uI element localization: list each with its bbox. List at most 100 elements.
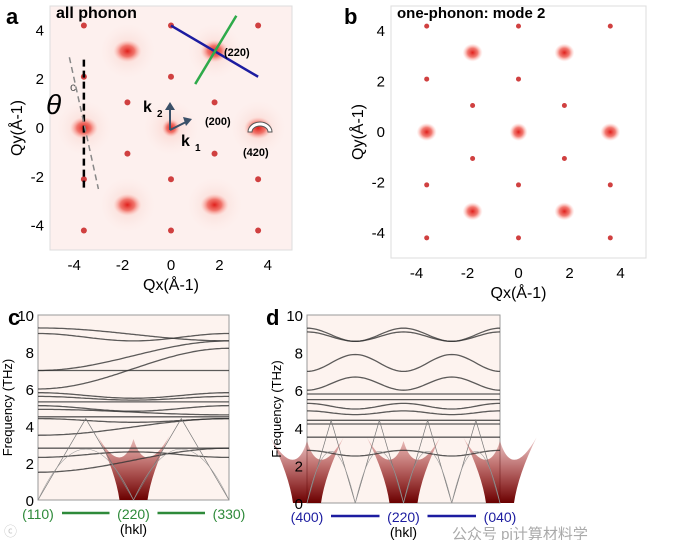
bragg-spot-strong bbox=[200, 193, 229, 216]
watermark: 公众号 pj计算材料学 bbox=[452, 525, 588, 540]
bragg-spot-strong bbox=[554, 202, 575, 221]
k2-subscript: 2 bbox=[157, 109, 163, 120]
x-tick-label: 2 bbox=[215, 257, 223, 274]
y-tick-label: 8 bbox=[295, 346, 303, 363]
panel-label-d: d bbox=[266, 305, 279, 330]
phonon-band bbox=[38, 451, 229, 459]
bragg-spot-weak bbox=[255, 22, 262, 29]
y-tick-label: 4 bbox=[295, 421, 303, 438]
panel-title: all phonon bbox=[56, 5, 137, 22]
x-tick-label: 2 bbox=[565, 265, 573, 282]
label-220: (220) bbox=[224, 47, 250, 59]
x-tick-label: -4 bbox=[410, 265, 423, 282]
bragg-spot-strong bbox=[462, 43, 483, 62]
bragg-spot-strong bbox=[113, 40, 142, 63]
x-tick-label: 4 bbox=[264, 257, 272, 274]
bragg-spot-weak bbox=[516, 182, 521, 188]
y-tick-label: 4 bbox=[377, 23, 385, 40]
y-axis-label: Frequency (THz) bbox=[269, 360, 284, 458]
bragg-spot-weak bbox=[561, 103, 567, 109]
panel-a: -4 -2 0 2 4 -4 -2 0 2 4 Qx(Å-1) Qy(Å-1) all phonon θc… bbox=[7, 5, 293, 294]
label-420: (420) bbox=[243, 147, 269, 159]
y-tick-label: 10 bbox=[286, 308, 303, 325]
y-tick-label: 2 bbox=[26, 456, 34, 473]
x-tick-label: (040) bbox=[484, 509, 517, 525]
acoustic-intensity bbox=[366, 437, 441, 503]
bragg-spot-weak bbox=[255, 227, 262, 234]
x-axis-label: Qx(Å-1) bbox=[143, 275, 199, 294]
bragg-spot-weak bbox=[255, 176, 262, 183]
phonon-band bbox=[307, 327, 500, 342]
y-tick-label: -2 bbox=[372, 174, 385, 191]
y-tick-label: -4 bbox=[372, 225, 385, 242]
y-tick-label: 0 bbox=[295, 496, 303, 513]
bragg-spot-weak bbox=[561, 155, 567, 161]
x-tick-label: 0 bbox=[514, 265, 522, 282]
x-tick-label: 0 bbox=[167, 257, 175, 274]
panel-label-b: b bbox=[344, 4, 357, 29]
acoustic-branch bbox=[133, 417, 230, 501]
phonon-band bbox=[38, 395, 229, 401]
x-tick-label: 4 bbox=[616, 265, 624, 282]
y-axis-label: Qy(Å-1) bbox=[348, 104, 367, 160]
acoustic-intensity bbox=[270, 437, 344, 503]
phonon-band bbox=[306, 331, 501, 342]
phonon-band bbox=[38, 408, 229, 416]
phonon-band bbox=[38, 332, 229, 342]
rotation-arrow-icon bbox=[247, 121, 273, 133]
phonon-band bbox=[38, 347, 229, 390]
phonon-band bbox=[37, 447, 229, 473]
x-tick-label: (330) bbox=[213, 506, 246, 522]
y-tick-label: 2 bbox=[295, 458, 303, 475]
bragg-spot-weak bbox=[607, 182, 613, 188]
x-tick-label: -2 bbox=[116, 257, 129, 274]
bragg-spot-weak bbox=[424, 23, 430, 29]
bragg-spot-strong bbox=[113, 193, 142, 216]
phonon-band bbox=[307, 449, 500, 457]
bragg-spot-weak bbox=[424, 76, 430, 82]
k2-label: k bbox=[143, 99, 152, 116]
bragg-spot-weak bbox=[80, 227, 87, 234]
bragg-spot-weak bbox=[424, 182, 430, 188]
bragg-spot-weak bbox=[124, 150, 131, 157]
theta-superscript: c bbox=[70, 80, 76, 94]
phonon-band bbox=[37, 404, 230, 412]
x-tick-label: (400) bbox=[291, 509, 324, 525]
bragg-spot-strong bbox=[462, 202, 483, 221]
acoustic-branch bbox=[37, 417, 134, 501]
theta-label: θ bbox=[46, 89, 61, 120]
y-tick-label: 0 bbox=[26, 493, 34, 510]
acoustic-branch bbox=[37, 448, 134, 501]
label-200: (200) bbox=[205, 116, 231, 128]
phonon-band bbox=[37, 327, 229, 342]
panel-label-c: c bbox=[8, 305, 20, 330]
panel-d: 0 2 4 6 8 10 Frequency (THz) (400) (220) (040) (hk… bbox=[269, 308, 537, 540]
x-tick-label: (220) bbox=[387, 509, 420, 525]
bragg-spot-weak bbox=[168, 227, 174, 234]
phonon-band bbox=[306, 353, 501, 373]
phonon-band bbox=[306, 376, 501, 391]
y-axis-label: Frequency (THz) bbox=[0, 359, 15, 457]
k1-arrow-head bbox=[183, 117, 192, 126]
panel-b: -4 -2 0 2 4 -4 -2 0 2 4 Qx(Å-1) Qy(Å-1) one-phonon: … bbox=[348, 5, 647, 302]
watermark-left: ⓒ bbox=[4, 524, 17, 539]
bragg-spot-weak bbox=[168, 176, 174, 183]
phonon-band bbox=[307, 402, 500, 410]
bragg-spot-strong bbox=[554, 43, 575, 62]
y-tick-label: 2 bbox=[377, 74, 385, 91]
phonon-band bbox=[307, 410, 500, 416]
acoustic-branch bbox=[403, 419, 453, 504]
bragg-spot-weak bbox=[80, 22, 87, 29]
y-tick-label: 0 bbox=[36, 120, 44, 137]
bragg-spot-weak bbox=[424, 235, 430, 241]
x-axis-label: Qx(Å-1) bbox=[491, 283, 547, 302]
x-tick-label: (220) bbox=[117, 506, 150, 522]
x-tick-label: -4 bbox=[68, 257, 81, 274]
y-tick-label: 8 bbox=[26, 345, 34, 362]
k1-arrow bbox=[169, 121, 187, 131]
bragg-spot-weak bbox=[516, 235, 521, 241]
panel-c: 0 2 4 6 8 10 Frequency (THz) (110) (220) (330) (hk… bbox=[0, 308, 245, 537]
x-tick-label: (110) bbox=[22, 506, 54, 522]
